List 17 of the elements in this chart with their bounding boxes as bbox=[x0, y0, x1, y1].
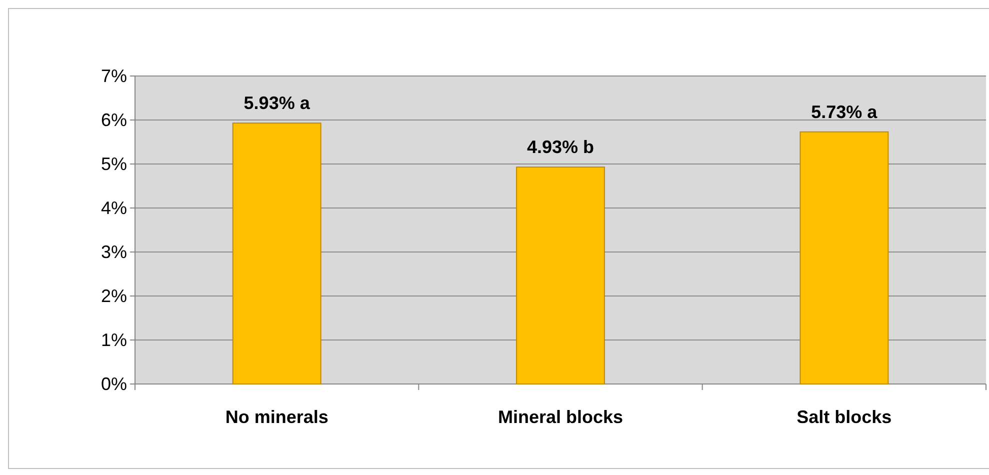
y-tick-label: 5% bbox=[100, 154, 127, 174]
data-label: 5.93% a bbox=[244, 93, 311, 114]
y-tick-label: 4% bbox=[100, 198, 127, 218]
y-tick-label: 0% bbox=[100, 374, 127, 394]
x-tick-label: No minerals bbox=[225, 406, 328, 427]
data-label: 5.73% a bbox=[811, 102, 878, 122]
y-tick-label: 6% bbox=[100, 110, 127, 130]
y-tick-label: 1% bbox=[100, 330, 127, 350]
x-tick-label: Salt blocks bbox=[796, 406, 892, 427]
y-tick-label: 3% bbox=[100, 242, 127, 262]
y-tick-label: 2% bbox=[100, 286, 127, 306]
bar bbox=[232, 122, 322, 384]
bar bbox=[516, 166, 605, 384]
bar bbox=[800, 131, 889, 384]
x-tick-label: Mineral blocks bbox=[498, 406, 624, 427]
y-tick-label: 7% bbox=[100, 66, 127, 86]
data-label: 4.93% b bbox=[526, 137, 594, 158]
